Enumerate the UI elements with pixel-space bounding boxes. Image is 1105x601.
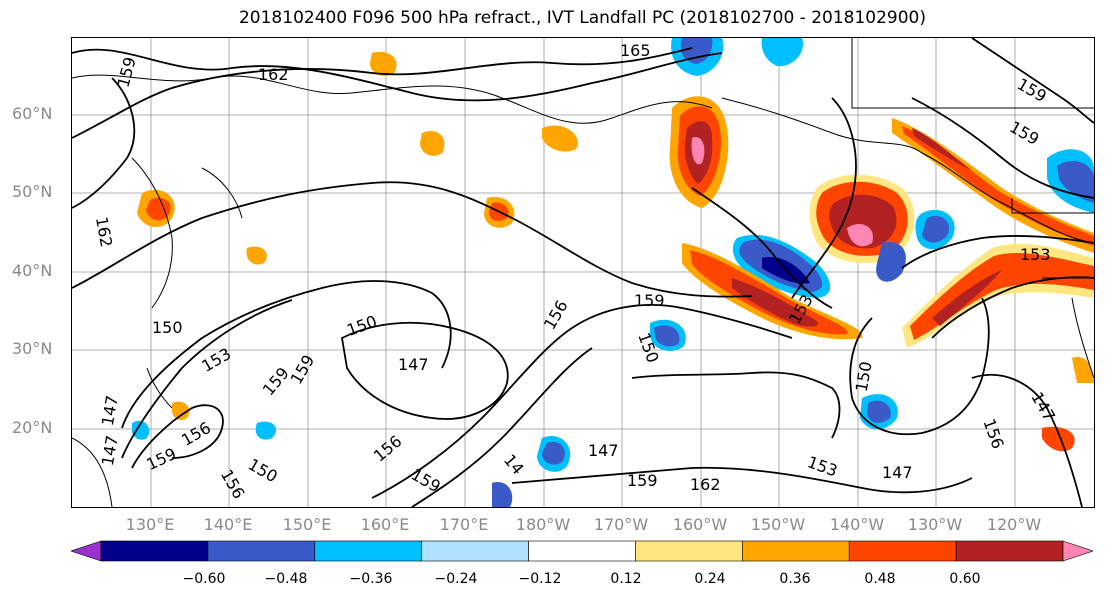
contour-label: 162 xyxy=(92,215,116,248)
lon-label: 160°E xyxy=(360,515,410,534)
contour-label: 156 xyxy=(979,416,1007,451)
lat-label: 40°N xyxy=(12,261,53,280)
colorbar-segment xyxy=(528,540,636,562)
lat-label: 50°N xyxy=(12,182,53,201)
contour-label: 159 xyxy=(1014,74,1050,106)
contour-label: 159 xyxy=(1006,117,1042,149)
colorbar-extend-low xyxy=(71,540,102,562)
contour-label: 153 xyxy=(1020,245,1051,264)
contour-label: 159 xyxy=(287,352,319,388)
contour-label: 156 xyxy=(540,297,572,333)
colorbar-tick: −0.60 xyxy=(182,571,226,587)
contour-label: 156 xyxy=(217,466,249,502)
contour-label: 150 xyxy=(152,318,183,337)
lon-label: 130°W xyxy=(907,515,963,534)
contour-label: 159 xyxy=(259,364,293,400)
contour-label: 150 xyxy=(245,455,281,487)
contour-label: 14 xyxy=(500,450,528,478)
colorbar-tick: 0.24 xyxy=(694,571,726,587)
contour-label: 147 xyxy=(1027,389,1059,425)
contour-label: 147 xyxy=(882,463,913,482)
colorbar-segment xyxy=(848,540,957,562)
colorbar-tick: 0.36 xyxy=(779,571,811,587)
colorbar-segment xyxy=(100,540,209,562)
colorbar-tick: −0.36 xyxy=(349,571,393,587)
colorbar-segment xyxy=(955,540,1064,562)
colorbar-tick: 0.60 xyxy=(949,571,981,587)
contour-label: 159 xyxy=(408,465,444,497)
lon-label: 150°E xyxy=(282,515,332,534)
colorbar-tick: −0.12 xyxy=(518,571,562,587)
colorbar-tick: 0.48 xyxy=(864,571,896,587)
contour-label: 159 xyxy=(627,471,658,490)
contour-label: 162 xyxy=(258,65,289,84)
colorbar-segment xyxy=(742,540,850,562)
contour-label: 147 xyxy=(98,434,122,467)
map-title: 2018102400 F096 500 hPa refract., IVT La… xyxy=(238,8,926,28)
contour-label: 150 xyxy=(344,312,379,340)
lat-label: 20°N xyxy=(12,418,53,437)
lon-label: 160°W xyxy=(672,515,728,534)
lon-label: 120°W xyxy=(986,515,1042,534)
lon-label: 170°E xyxy=(439,515,489,534)
map-canvas: 165 162 159 159 162 159 153 159 150 156 … xyxy=(72,38,1094,507)
contour-label: 165 xyxy=(620,41,651,60)
contour-label: 150 xyxy=(852,360,876,393)
lon-label: 140°W xyxy=(829,515,885,534)
colorbar-tick: 0.12 xyxy=(610,571,642,587)
contour-label: 147 xyxy=(398,355,429,374)
colorbar-segment xyxy=(421,540,529,562)
lon-label: 150°W xyxy=(750,515,806,534)
contour-label: 153 xyxy=(805,452,840,480)
colorbar-tick: −0.48 xyxy=(264,571,308,587)
pc-shading xyxy=(131,38,1094,507)
colorbar xyxy=(71,540,1093,562)
lon-label: 140°E xyxy=(203,515,253,534)
contour-label: 147 xyxy=(588,441,619,460)
lon-label: 130°E xyxy=(125,515,175,534)
contour-label: 159 xyxy=(634,291,665,310)
contour-label: 159 xyxy=(143,444,179,474)
contour-label: 156 xyxy=(370,431,406,465)
lat-label: 30°N xyxy=(12,339,53,358)
coastlines xyxy=(72,38,1094,507)
colorbar-tick: −0.24 xyxy=(434,571,478,587)
contour-label: 156 xyxy=(178,418,214,450)
colorbar-segment xyxy=(635,540,743,562)
map-plot-area: 165 162 159 159 162 159 153 159 150 156 … xyxy=(71,37,1095,508)
contour-lines xyxy=(72,38,1094,507)
colorbar-segment xyxy=(207,540,316,562)
contour-labels: 165 162 159 159 162 159 153 159 150 156 … xyxy=(92,41,1059,502)
contour-label: 162 xyxy=(690,475,721,494)
lon-label: 170°W xyxy=(593,515,649,534)
lat-label: 60°N xyxy=(12,104,53,123)
contour-label: 147 xyxy=(98,394,122,427)
colorbar-extend-high xyxy=(1062,540,1093,562)
colorbar-segment xyxy=(314,540,422,562)
contour-label: 159 xyxy=(113,55,139,89)
lon-label: 180°W xyxy=(515,515,571,534)
